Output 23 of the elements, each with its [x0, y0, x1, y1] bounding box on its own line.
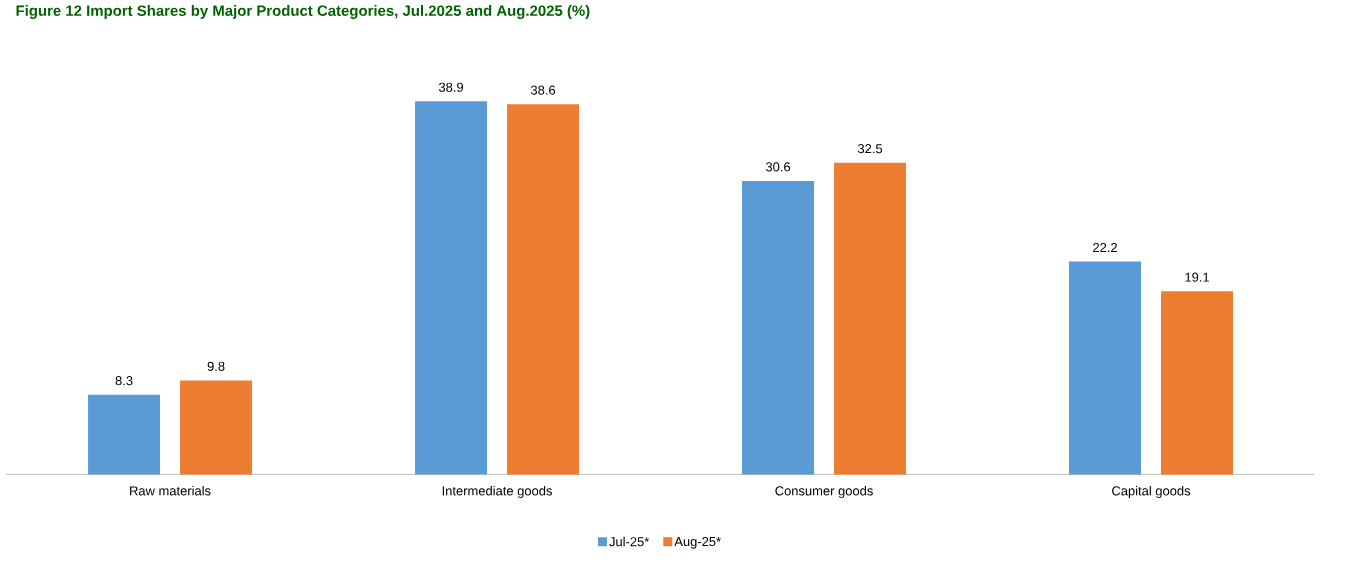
data-label: 19.1	[1185, 272, 1209, 282]
bar	[1161, 291, 1234, 475]
chart-title: Figure 12 Import Shares by Major Product Categories, Jul.2025 and Aug.2025 (%)	[16, 4, 590, 19]
x-tick-label: Intermediate goods	[442, 485, 552, 498]
bar	[507, 104, 580, 475]
bar	[834, 162, 907, 475]
bar	[415, 101, 488, 475]
x-tick-label: Consumer goods	[775, 485, 873, 498]
bar	[180, 380, 253, 475]
data-label: 30.6	[765, 162, 791, 172]
x-tick-label: Raw materials	[130, 485, 211, 496]
bar	[742, 180, 815, 475]
data-label: 9.8	[207, 361, 225, 371]
x-tick-label: Capital goods	[1112, 485, 1191, 498]
legend-label: Jul-25*	[609, 536, 650, 547]
data-label: 38.6	[530, 85, 556, 95]
legend-label: Aug-25*	[674, 536, 721, 549]
data-label: 38.9	[438, 82, 464, 92]
data-label: 22.2	[1093, 242, 1117, 252]
data-label: 8.3	[115, 376, 133, 386]
bar	[88, 394, 161, 475]
data-label: 32.5	[857, 144, 883, 154]
bar	[1069, 261, 1142, 475]
